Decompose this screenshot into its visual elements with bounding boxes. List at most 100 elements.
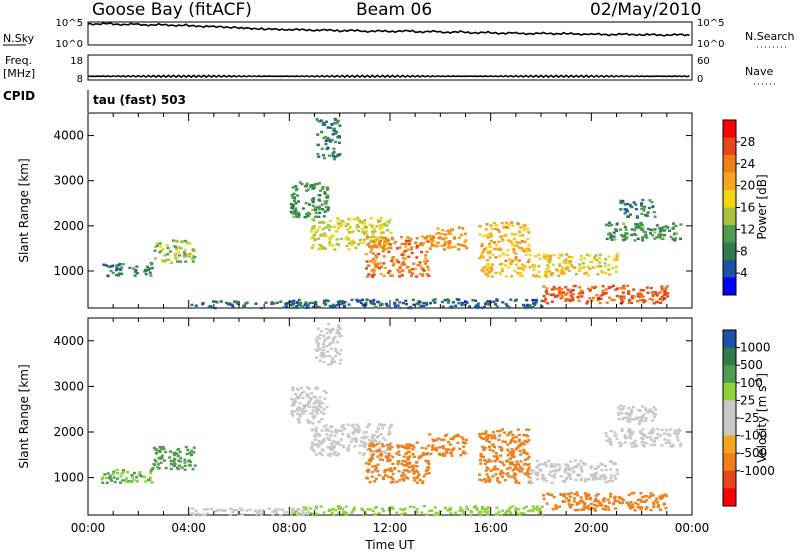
power-panel-cell — [175, 240, 179, 243]
velocity-panel-cell — [413, 479, 417, 482]
power-panel-cell — [570, 256, 574, 259]
velocity-panel-cell — [516, 428, 520, 431]
velocity-panel-cell — [604, 505, 608, 508]
velocity-panel-cell — [337, 507, 341, 511]
power-panel-cell — [314, 302, 318, 306]
velocity-panel-cell — [402, 474, 406, 477]
velocity-panel-cell — [570, 503, 574, 507]
velocity-panel-cell — [121, 479, 125, 482]
velocity-panel-cell — [578, 499, 582, 503]
power-panel-cell — [613, 238, 617, 241]
velocity-panel-cell — [513, 477, 517, 480]
power-panel-cell — [468, 305, 472, 308]
velocity-panel-cell — [413, 455, 416, 458]
power-panel-cell — [316, 229, 320, 232]
velocity-panel-cell — [115, 468, 119, 472]
power-panel-cell — [499, 235, 503, 238]
velocity-colorbar-label: -25 — [740, 411, 760, 425]
power-panel-cell — [527, 231, 531, 234]
velocity-panel-cell — [113, 480, 117, 484]
velocity-panel-cell — [638, 420, 642, 423]
velocity-panel-cell — [549, 464, 553, 467]
velocity-panel-cell — [158, 457, 162, 460]
velocity-panel-cell — [351, 437, 355, 440]
velocity-panel-cell — [444, 451, 448, 455]
power-panel-cell — [547, 259, 550, 262]
velocity-panel-cell — [217, 509, 220, 512]
power-panel-cell — [627, 301, 631, 304]
power-panel-cell — [350, 240, 354, 243]
velocity-panel-cell — [511, 436, 515, 440]
power-panel-cell — [491, 263, 495, 266]
velocity-panel-cell — [308, 420, 312, 424]
power-panel-cell — [188, 255, 192, 258]
velocity-panel-cell — [173, 464, 177, 468]
velocity-panel-ytick-label: 2000 — [53, 425, 84, 439]
velocity-panel-cell — [508, 441, 512, 444]
velocity-panel-cell — [619, 404, 623, 408]
power-panel-cell — [318, 211, 322, 214]
power-panel-cell — [482, 248, 486, 251]
velocity-panel-cell — [414, 469, 418, 472]
power-panel-cell — [368, 223, 372, 226]
velocity-panel-cell — [567, 498, 571, 502]
power-panel-cell — [166, 253, 170, 256]
power-panel-cell — [425, 259, 429, 263]
power-panel-cell — [361, 298, 364, 301]
velocity-panel-cell — [369, 457, 372, 461]
velocity-panel-cell — [304, 506, 308, 509]
power-panel-cell — [332, 127, 336, 131]
power-panel-cell — [190, 303, 194, 307]
velocity-panel-cell — [173, 457, 176, 461]
noise-sky-series — [87, 21, 690, 37]
power-panel-cell — [291, 204, 295, 207]
power-panel-cell — [638, 292, 642, 295]
velocity-panel-cell — [640, 500, 644, 503]
power-panel-cell — [514, 252, 518, 255]
power-panel-cell — [163, 260, 167, 263]
velocity-panel-cell — [526, 470, 530, 474]
power-panel-cell — [321, 187, 325, 190]
power-panel-cell — [425, 301, 428, 305]
power-panel-cell — [370, 230, 374, 233]
power-panel-cell — [175, 248, 179, 251]
power-panel-cell — [524, 253, 528, 256]
power-panel-cell — [177, 254, 181, 257]
velocity-panel-cell — [639, 417, 643, 420]
power-panel-cell — [429, 240, 433, 243]
velocity-panel-cell — [105, 481, 109, 484]
velocity-panel-cell — [538, 511, 542, 515]
velocity-panel-cell — [367, 442, 370, 446]
power-panel-cell — [115, 273, 119, 277]
velocity-panel-cell — [315, 453, 318, 456]
velocity-panel-cell — [297, 507, 301, 511]
power-panel-cell — [391, 256, 395, 259]
power-panel-cell — [293, 199, 296, 203]
power-panel-cell — [400, 242, 404, 246]
power-panel-cell — [535, 274, 539, 277]
velocity-panel-cell — [676, 436, 679, 439]
velocity-panel-cell — [291, 414, 295, 417]
power-panel-cell — [332, 147, 336, 150]
power-panel-cell — [531, 306, 535, 309]
velocity-panel-cell — [389, 441, 393, 445]
power-panel-cell — [408, 239, 412, 243]
velocity-panel-cell — [322, 389, 326, 393]
velocity-panel-cell — [462, 450, 466, 453]
power-panel-cell — [393, 241, 396, 245]
velocity-panel-cell — [214, 509, 218, 513]
power-panel-cell — [555, 287, 559, 291]
velocity-panel-cell — [478, 432, 482, 436]
velocity-panel-cell — [405, 461, 409, 465]
velocity-panel-cell — [125, 477, 129, 480]
power-panel-cell — [317, 215, 321, 218]
power-panel-cell — [345, 244, 349, 248]
power-panel-cell — [144, 272, 148, 276]
power-panel-cell — [318, 205, 321, 208]
power-panel-cell — [284, 305, 288, 308]
velocity-panel-cell — [257, 509, 261, 512]
power-panel-cell — [194, 304, 198, 307]
velocity-panel-cell — [319, 442, 323, 445]
power-panel-cell — [389, 274, 393, 277]
velocity-panel-cell — [324, 355, 328, 358]
